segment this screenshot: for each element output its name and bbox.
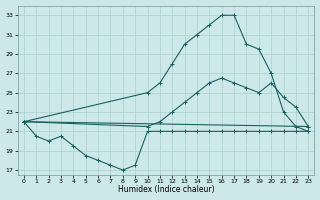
X-axis label: Humidex (Indice chaleur): Humidex (Indice chaleur) — [118, 185, 214, 194]
